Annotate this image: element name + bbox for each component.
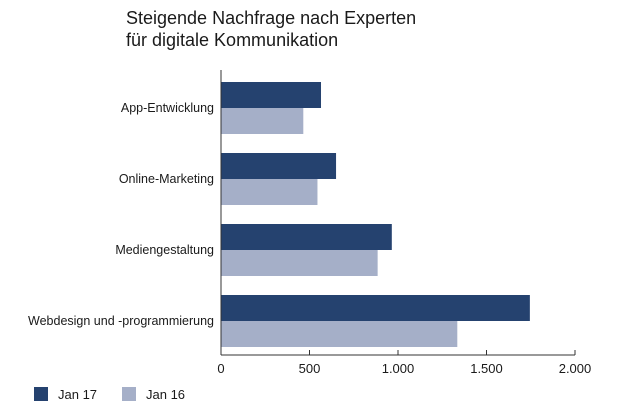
x-tick-label-4: 2.000 [559,361,592,376]
category-label-1: Online-Marketing [119,172,214,186]
x-tick-label-1: 500 [299,361,321,376]
bar-series-2-2 [221,250,378,276]
bar-series-1-1 [221,153,337,179]
bar-series-1-2 [221,224,392,250]
legend-label-1: Jan 17 [58,387,97,402]
category-label-2: Mediengestaltung [115,243,214,257]
bar-series-2-3 [221,321,458,347]
bar-series-1-0 [221,82,322,108]
legend-label-2: Jan 16 [146,387,185,402]
x-tick-label-3: 1.500 [470,361,503,376]
x-tick-label-0: 0 [217,361,224,376]
chart-title-line-2: für digitale Kommunikation [126,30,339,50]
x-tick-label-2: 1.000 [382,361,415,376]
bar-series-2-0 [221,108,304,134]
category-label-3: Webdesign und -programmierung [28,314,214,328]
bar-series-1-3 [221,295,530,321]
chart-title-line-1: Steigende Nachfrage nach Experten [126,8,417,28]
legend-swatch-1 [34,387,48,401]
legend-swatch-2 [122,387,136,401]
bar-series-2-1 [221,179,318,205]
category-label-0: App-Entwicklung [121,101,214,115]
